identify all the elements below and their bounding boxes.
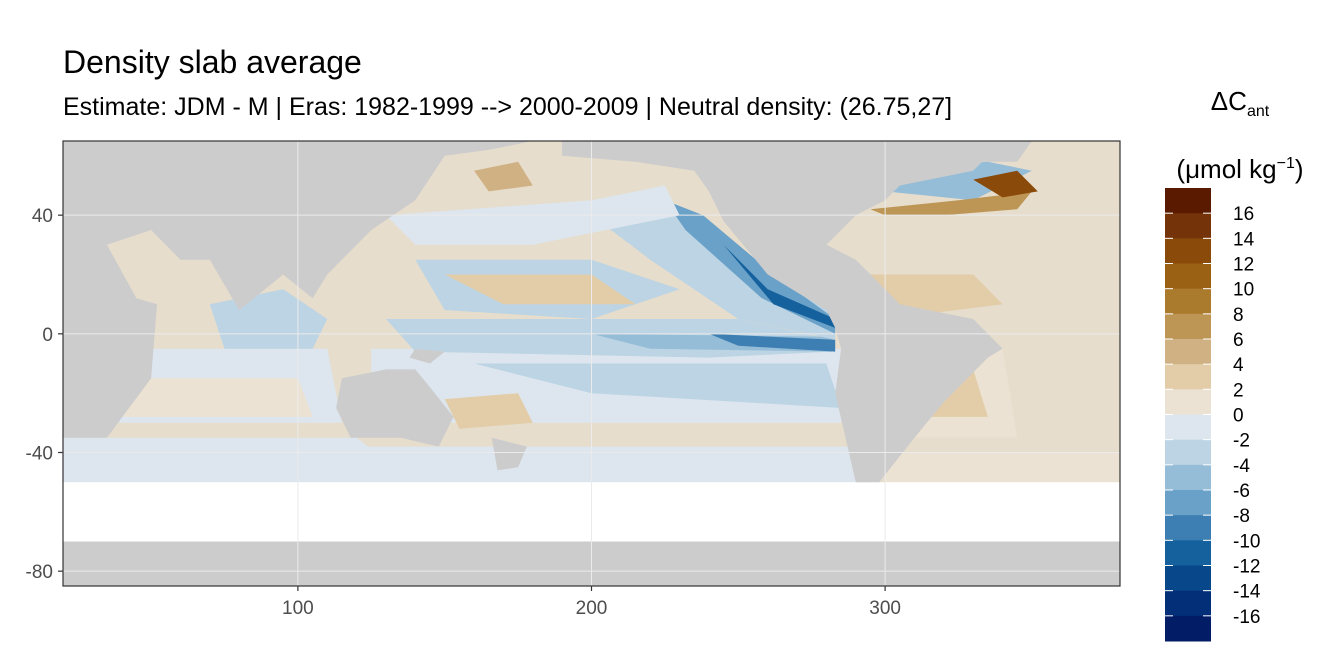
y-axis: 40 0 -40 -80 [26, 206, 63, 583]
legend-title-unit: (μmol kg−1) [1150, 147, 1330, 186]
y-tick-label: 40 [32, 206, 53, 227]
legend-title-variable: ΔCant [1150, 84, 1330, 129]
gulf-stream-core [973, 170, 1038, 198]
colorbar-label: -10 [1233, 531, 1260, 552]
legend-unit-open: (μmol kg [1176, 154, 1277, 184]
x-axis: 100 200 300 [282, 586, 901, 619]
southern-band-west [63, 437, 416, 483]
colorbar-swatch [1165, 565, 1211, 592]
pacific-eq-east [708, 333, 836, 352]
colorbar-label: 4 [1233, 355, 1244, 376]
kamchatka-tan [474, 161, 533, 192]
ca-current-core [723, 244, 836, 328]
colorbar-label: 16 [1233, 204, 1254, 225]
colorbar-swatch [1165, 615, 1211, 642]
gulf-stream-tan [870, 191, 1032, 216]
colorbar-label: -8 [1233, 506, 1250, 527]
legend-title-sub: ant [1246, 103, 1270, 120]
southern-band-pacific [356, 446, 856, 483]
colorbar-swatch [1165, 439, 1211, 466]
colorbar-swatch [1165, 238, 1211, 264]
colorbar-label: -16 [1233, 607, 1260, 628]
legend-title-main: ΔC [1210, 86, 1247, 116]
colorbar: 16 14 12 10 8 6 4 2 0 -2 -4 -6 -8 -10 -12 -14 -16 [1165, 188, 1261, 642]
colorbar-swatch [1165, 364, 1211, 390]
colorbar-label: 12 [1233, 255, 1254, 276]
colorbar-swatch [1165, 515, 1211, 541]
colorbar-label: 14 [1233, 229, 1255, 250]
chart-title: Density slab average [63, 44, 362, 80]
north-pacific-tan [444, 274, 636, 305]
colorbar-label: 0 [1233, 406, 1244, 427]
colorbar-label: 8 [1233, 305, 1244, 326]
colorbar-swatch [1165, 188, 1211, 214]
southern-band-east [885, 452, 1120, 483]
y-tick-label: 0 [42, 325, 53, 346]
y-tick-label: -40 [26, 444, 53, 465]
colorbar-swatch [1165, 339, 1211, 365]
map-panel [63, 141, 1120, 586]
colorbar-label: 6 [1233, 330, 1244, 351]
legend-title: ΔCant (μmol kg−1) [1150, 84, 1330, 186]
colorbar-label: 10 [1233, 280, 1254, 301]
colorbar-label: -12 [1233, 557, 1260, 578]
y-tick-label: -80 [26, 562, 53, 583]
colorbar-label: -4 [1233, 456, 1250, 477]
colorbar-label: -2 [1233, 431, 1250, 452]
south-pacific-blue [474, 363, 842, 408]
colorbar-swatch [1165, 464, 1211, 491]
australia [336, 369, 454, 447]
tasman-tan [444, 393, 533, 429]
colorbar-swatch [1165, 389, 1211, 415]
colorbar-swatch [1165, 414, 1211, 441]
east-pacific-diag [591, 200, 836, 340]
colorbar-label: -6 [1233, 481, 1250, 502]
indian-st-light [92, 378, 313, 417]
gridlines [63, 141, 1120, 586]
greenland [929, 141, 1032, 162]
colorbar-swatch [1165, 490, 1211, 516]
colorbar-swatch [1165, 540, 1211, 566]
colorbar-label: 2 [1233, 380, 1244, 401]
legend-unit-sup: −1 [1276, 155, 1295, 172]
americas [562, 141, 1003, 483]
new-guinea [409, 348, 445, 364]
chart-subtitle: Estimate: JDM - M | Eras: 1982-1999 --> … [63, 93, 953, 121]
colorbar-swatch [1165, 288, 1211, 315]
x-tick-label: 100 [282, 598, 314, 619]
new-zealand [491, 437, 527, 471]
colorbar-swatch [1165, 313, 1211, 340]
x-tick-label: 300 [869, 598, 901, 619]
colorbar-swatch [1165, 213, 1211, 239]
colorbar-swatch [1165, 590, 1211, 617]
colorbar-label: -14 [1233, 582, 1261, 603]
x-tick-label: 200 [576, 598, 608, 619]
colorbar-swatch [1165, 263, 1211, 290]
legend-unit-close: ) [1294, 154, 1304, 184]
